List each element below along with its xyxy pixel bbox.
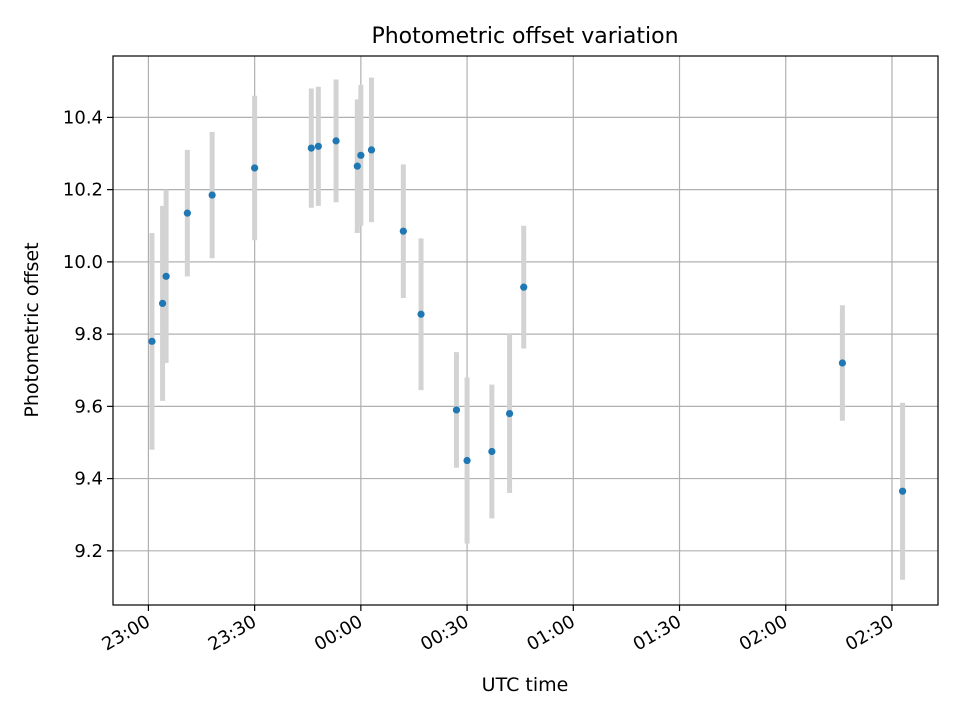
y-tick-label: 10.0: [63, 252, 103, 273]
chart-title: Photometric offset variation: [371, 24, 678, 49]
data-point: [452, 406, 461, 414]
data-point: [208, 191, 216, 199]
data-point: [898, 487, 907, 495]
data-point: [148, 337, 156, 345]
data-point: [367, 146, 376, 154]
y-tick-label: 10.4: [63, 107, 103, 128]
data-point: [357, 151, 365, 159]
y-tick-label: 9.2: [74, 541, 103, 562]
data-point: [399, 227, 407, 235]
y-tick-label: 9.4: [74, 469, 103, 490]
data-point: [353, 162, 361, 170]
data-point: [417, 310, 425, 318]
x-axis-label: UTC time: [482, 674, 569, 696]
data-point: [162, 272, 170, 280]
data-point: [314, 142, 322, 150]
data-point: [158, 299, 167, 308]
y-axis-label: Photometric offset: [21, 242, 43, 417]
y-tick-label: 10.2: [63, 180, 103, 201]
data-points: [148, 137, 907, 495]
y-axis-ticks: 9.2 9.4 9.6 9.8 10.0 10.2 10.4: [63, 107, 113, 562]
plot-frame: [112, 55, 939, 606]
data-point: [183, 209, 191, 217]
data-point: [838, 359, 846, 367]
data-point: [463, 456, 471, 465]
data-point: [520, 283, 528, 291]
data-point: [488, 447, 496, 456]
y-tick-label: 9.6: [74, 396, 103, 417]
data-point: [251, 164, 259, 172]
y-tick-label: 9.8: [74, 324, 103, 345]
data-point: [307, 144, 315, 152]
data-point: [332, 137, 340, 145]
data-point: [505, 409, 514, 418]
